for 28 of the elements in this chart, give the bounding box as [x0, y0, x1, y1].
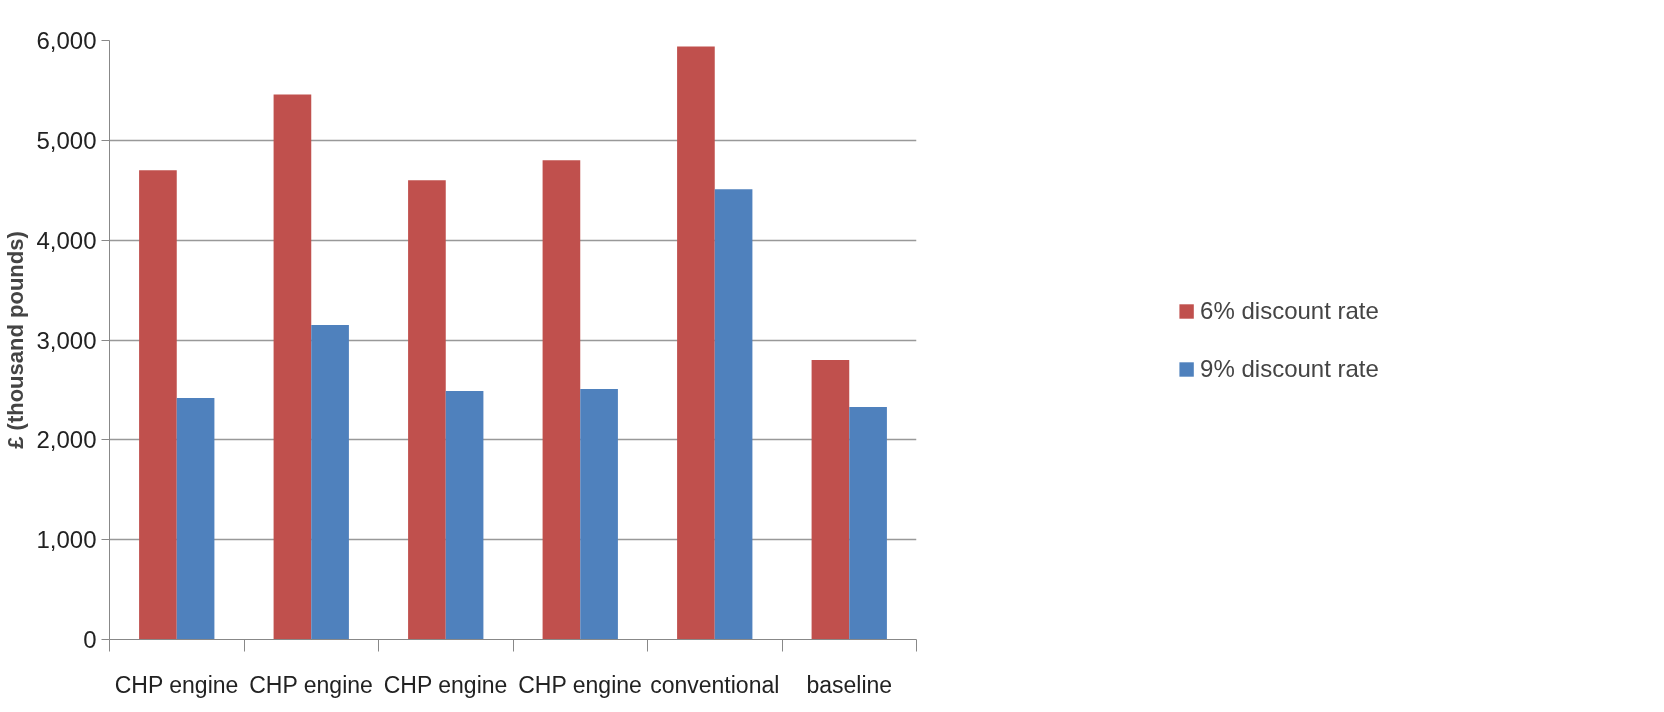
y-tick-label: 5,000 — [36, 126, 97, 154]
bar — [580, 388, 618, 640]
x-tick-label: CHP engine — [249, 671, 373, 698]
x-tick-label: CHP engine — [114, 671, 239, 698]
bar — [445, 390, 484, 640]
bar — [273, 94, 312, 640]
bar — [176, 397, 215, 640]
bar — [714, 189, 753, 640]
bar — [811, 359, 850, 640]
x-tick-label: conventional — [650, 671, 780, 698]
bar — [677, 46, 715, 640]
y-tick-label: 2,000 — [36, 426, 97, 454]
y-tick-label: 0 — [83, 626, 97, 653]
x-tick-label: CHP engine — [383, 671, 508, 698]
bar — [408, 180, 446, 640]
legend-label: 9% discount rate — [1200, 354, 1379, 383]
y-tick-label: 4,000 — [36, 226, 97, 254]
y-tick-label: 1,000 — [36, 526, 97, 554]
x-tick-label: baseline — [806, 671, 893, 698]
legend-label: 6% discount rate — [1200, 296, 1379, 325]
bar — [542, 160, 581, 640]
y-tick-label: 6,000 — [36, 27, 97, 54]
bar — [139, 170, 177, 640]
bar — [311, 325, 349, 640]
y-axis-title: £ (thousand pounds) — [3, 231, 29, 449]
bar — [849, 406, 887, 640]
y-tick-label: 3,000 — [36, 326, 97, 354]
x-tick-label: CHP engine — [518, 671, 642, 698]
